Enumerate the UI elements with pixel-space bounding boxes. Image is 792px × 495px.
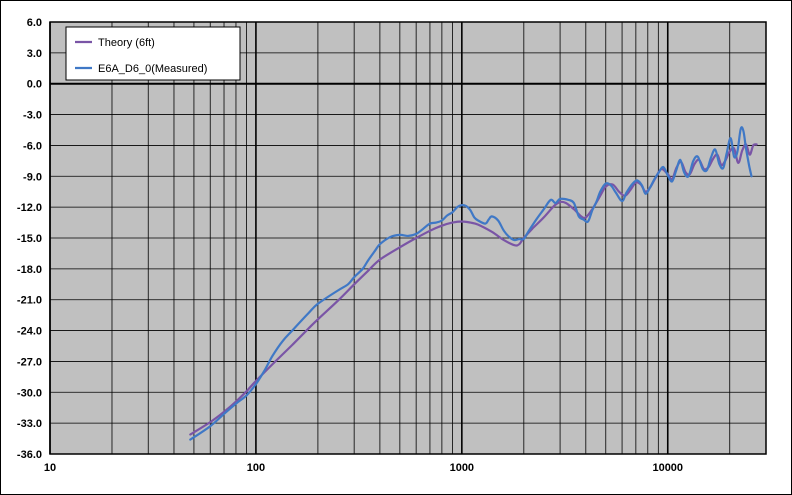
x-tick-label: 1000 [450,462,474,474]
y-tick-label: 6.0 [27,17,42,29]
legend-box [65,26,241,81]
legend: Theory (6ft) E6A_D6_0(Measured) [65,26,241,81]
x-axis-tick-labels: 10 100 1000 10000 [44,462,683,474]
plot-border [49,21,767,455]
series-line-2 [189,126,753,441]
y-tick-label: -15.0 [17,233,42,245]
x-tick-label: 10000 [652,462,683,474]
y-tick-label: -12.0 [17,202,42,214]
y-tick-label: -33.0 [17,418,42,430]
y-tick-label: -21.0 [17,295,42,307]
x-tick-label: 100 [247,462,265,474]
y-tick-label: 0.0 [27,79,42,91]
y-axis-tick-labels: 6.0 3.0 0.0 -3.0 -6.0 -9.0 -12.0 -15.0 -18.0 -21.… [17,17,42,461]
y-tick-label: -24.0 [17,326,42,338]
y-tick-label: -9.0 [23,171,42,183]
series-line-1 [189,143,758,436]
x-tick-label: 10 [44,462,56,474]
y-tick-label: -30.0 [17,387,42,399]
y-tick-label: -27.0 [17,356,42,368]
y-tick-label: -18.0 [17,264,42,276]
y-tick-label: -36.0 [17,449,42,461]
y-tick-label: -3.0 [23,110,42,122]
y-tick-label: 3.0 [27,48,42,60]
series-lines [189,126,758,441]
y-tick-label: -6.0 [23,140,42,152]
legend-label-2: E6A_D6_0(Measured) [98,63,207,75]
legend-label-1: Theory (6ft) [98,37,155,49]
